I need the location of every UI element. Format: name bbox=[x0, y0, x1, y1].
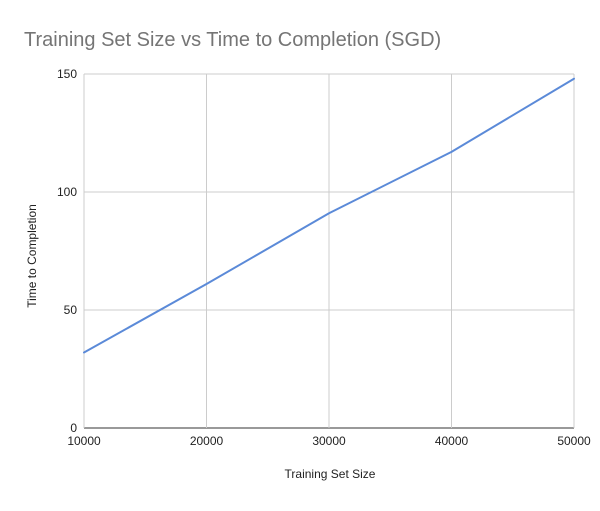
series-line bbox=[83, 77, 575, 354]
x-axis-tick-labels: 10000 20000 30000 40000 50000 bbox=[67, 434, 591, 448]
y-axis-tick-labels: 0 50 100 150 bbox=[57, 67, 77, 435]
y-tick-label: 50 bbox=[64, 303, 78, 317]
x-tick-label: 50000 bbox=[557, 434, 591, 448]
y-axis-title: Time to Completion bbox=[25, 204, 39, 308]
chart-title: Training Set Size vs Time to Completion … bbox=[24, 29, 441, 51]
y-tick-label: 150 bbox=[57, 67, 77, 81]
series-layer bbox=[83, 77, 575, 354]
y-tick-label: 0 bbox=[70, 421, 77, 435]
x-tick-label: 10000 bbox=[67, 434, 101, 448]
gridlines bbox=[83, 73, 575, 429]
x-axis-title: Training Set Size bbox=[285, 467, 376, 481]
x-tick-label: 20000 bbox=[190, 434, 224, 448]
x-tick-label: 30000 bbox=[312, 434, 346, 448]
y-tick-label: 100 bbox=[57, 185, 77, 199]
x-tick-label: 40000 bbox=[435, 434, 469, 448]
